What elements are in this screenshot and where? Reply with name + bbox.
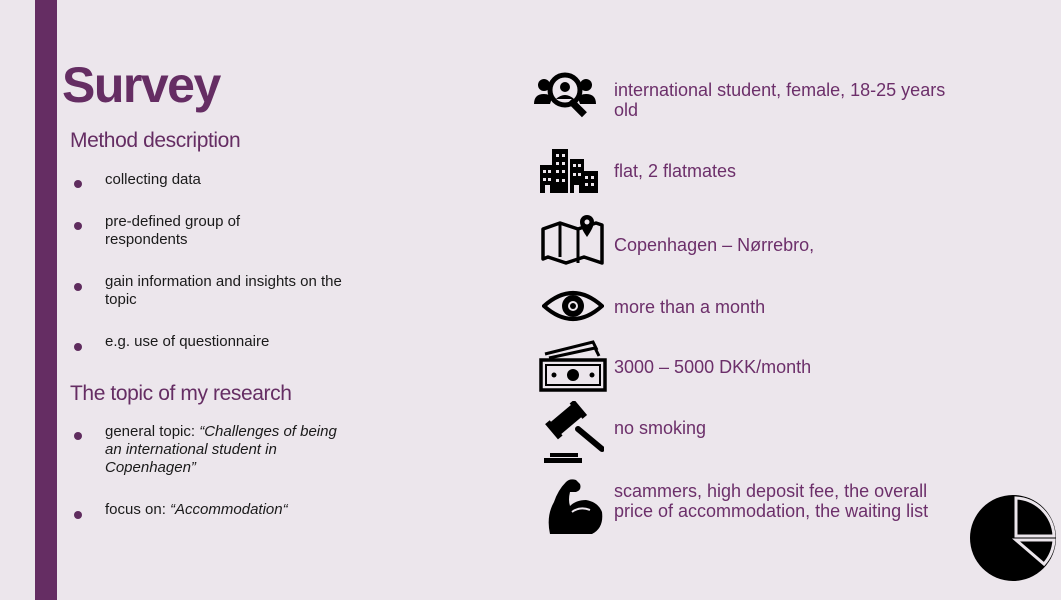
profile-text-3: Copenhagen – Nørrebro, bbox=[614, 235, 815, 255]
eye-icon bbox=[542, 288, 604, 324]
bullet-dot bbox=[74, 283, 82, 291]
method-bullet-1: collecting data bbox=[105, 171, 201, 188]
focus-prefix: focus on: bbox=[105, 501, 171, 518]
gavel-icon bbox=[542, 401, 604, 463]
method-bullet-2: pre-defined group of respondents bbox=[105, 213, 241, 248]
profile-text-5: 3000 – 5000 DKK/month bbox=[614, 357, 812, 377]
people-search-icon bbox=[534, 70, 596, 120]
general-quote: “Challenges of being an international st… bbox=[105, 423, 337, 476]
bullet-dot bbox=[74, 511, 82, 519]
money-icon bbox=[539, 340, 607, 392]
bullet-dot bbox=[74, 432, 82, 440]
topic-focus: focus on: “Accommodation“ bbox=[105, 501, 350, 519]
side-accent-bar bbox=[35, 0, 57, 600]
map-pin-icon bbox=[540, 215, 604, 267]
flexed-arm-icon bbox=[546, 476, 604, 536]
method-bullet-4: e.g. use of questionnaire bbox=[105, 333, 270, 350]
general-prefix: general topic: bbox=[105, 423, 200, 440]
pie-chart-icon bbox=[970, 494, 1058, 587]
bullet-dot bbox=[74, 180, 82, 188]
method-heading: Method description bbox=[70, 129, 241, 152]
topic-general: general topic: “Challenges of being an i… bbox=[105, 423, 350, 477]
profile-text-4: more than a month bbox=[614, 297, 766, 317]
profile-text-1: international student, female, 18-25 yea… bbox=[614, 80, 946, 120]
profile-text-2: flat, 2 flatmates bbox=[614, 161, 737, 181]
bullet-dot bbox=[74, 343, 82, 351]
slide-title: Survey bbox=[62, 57, 221, 113]
topic-heading: The topic of my research bbox=[70, 382, 292, 405]
profile-text-6: no smoking bbox=[614, 418, 707, 438]
method-bullet-3: gain information and insights on the top… bbox=[105, 273, 342, 308]
focus-quote: “Accommodation“ bbox=[170, 501, 288, 518]
bullet-dot bbox=[74, 222, 82, 230]
profile-text-7: scammers, high deposit fee, the overall … bbox=[614, 481, 929, 521]
city-buildings-icon bbox=[540, 147, 598, 193]
